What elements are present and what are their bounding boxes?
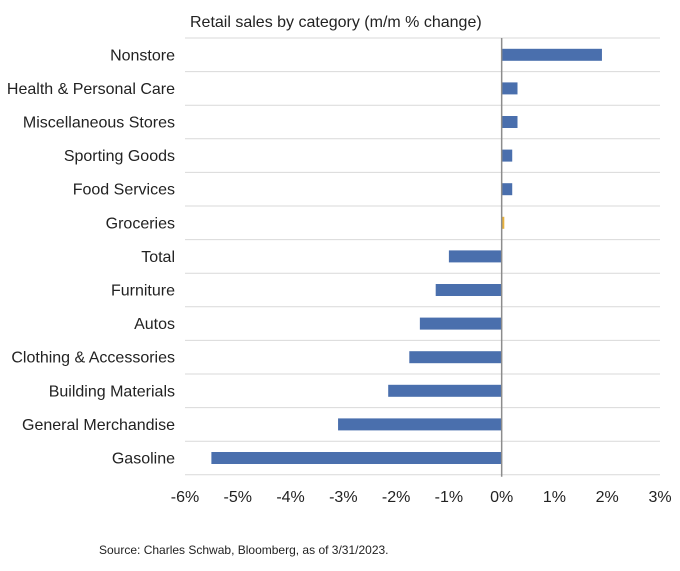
bar-furniture xyxy=(435,284,502,296)
x-tick-label: 0% xyxy=(490,489,513,506)
bar-food-services xyxy=(501,183,513,196)
bar-gasoline xyxy=(211,452,502,464)
category-label: Health & Personal Care xyxy=(7,81,175,98)
bar-general-merchandise xyxy=(338,418,502,431)
x-tick-label: -1% xyxy=(435,489,463,506)
bar-sporting-goods xyxy=(501,149,513,162)
category-label: Groceries xyxy=(106,215,175,232)
bar-health-personal-care xyxy=(501,82,518,95)
category-label: Sporting Goods xyxy=(64,148,175,165)
x-tick-label: -2% xyxy=(382,489,410,506)
gridlines xyxy=(185,37,660,476)
chart-title: Retail sales by category (m/m % change) xyxy=(190,14,482,31)
category-label: Furniture xyxy=(111,283,175,300)
bar-building-materials xyxy=(388,384,502,397)
category-label: Autos xyxy=(134,316,175,333)
bar-clothing-accessories xyxy=(409,351,502,364)
x-tick-label: 3% xyxy=(648,489,671,506)
x-tick-labels: -6% -5% -4% -3% -2% -1% 0% 1% 2% 3% xyxy=(171,489,672,506)
category-label: Gasoline xyxy=(112,451,175,468)
x-tick-label: 1% xyxy=(543,489,566,506)
x-tick-label: -3% xyxy=(329,489,357,506)
category-label: Clothing & Accessories xyxy=(11,350,175,367)
category-label: General Merchandise xyxy=(22,417,175,434)
x-tick-label: 2% xyxy=(596,489,619,506)
category-label: Building Materials xyxy=(49,383,175,400)
bars xyxy=(211,48,602,464)
bar-groceries xyxy=(501,216,505,229)
category-label: Miscellaneous Stores xyxy=(23,115,175,132)
x-tick-label: -5% xyxy=(224,489,252,506)
bar-total xyxy=(448,250,502,263)
x-tick-label: -4% xyxy=(276,489,304,506)
bar-nonstore xyxy=(501,48,602,61)
category-label: Nonstore xyxy=(110,47,175,64)
category-label: Food Services xyxy=(73,182,175,199)
category-labels: Nonstore Health & Personal Care Miscellane… xyxy=(7,47,175,467)
category-label: Total xyxy=(141,249,175,266)
bar-miscellaneous-stores xyxy=(501,116,518,128)
bar-autos xyxy=(419,317,502,330)
source-note: Source: Charles Schwab, Bloomberg, as of… xyxy=(99,543,389,557)
x-tick-label: -6% xyxy=(171,489,199,506)
